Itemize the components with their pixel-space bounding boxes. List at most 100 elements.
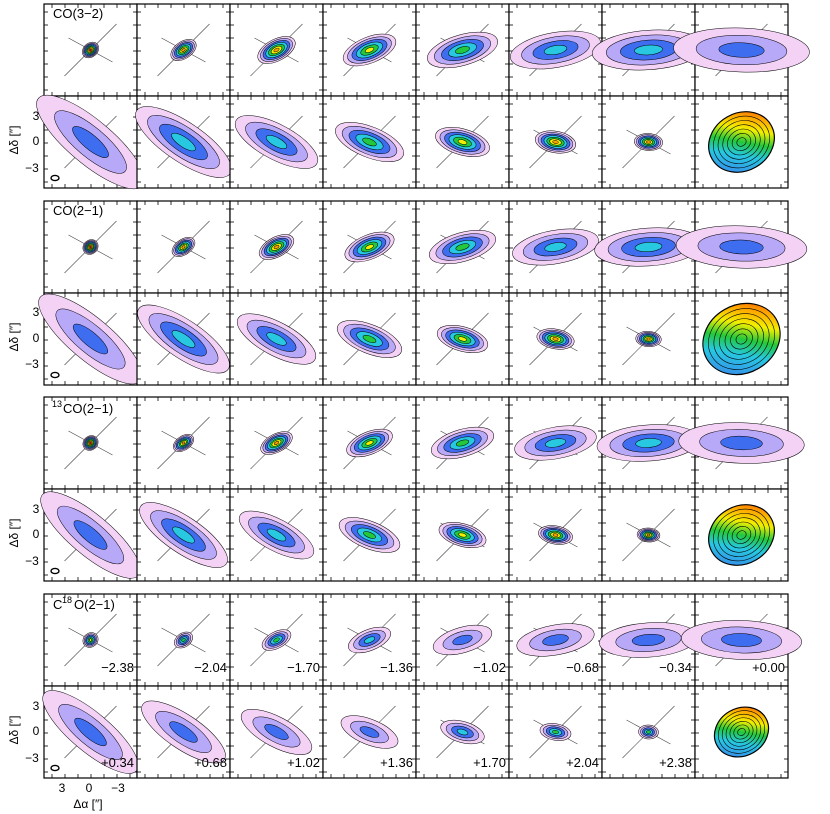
emission-contour: [72, 126, 109, 158]
line-label-c18o21: C 18 O(2−1): [53, 595, 115, 612]
velocity-labels: −2.38 −2.04 −1.70 −1.36 −1.02 −0.68 −0.3…: [101, 660, 785, 770]
channel-panel: [229, 488, 324, 582]
moment-contour: [713, 313, 770, 365]
channel-panel: [136, 685, 231, 779]
channel-panel: [694, 488, 789, 582]
emission-contour: [646, 140, 651, 144]
emission-contour: [552, 533, 559, 537]
moment-contour: [736, 137, 747, 147]
y-axis-block3: Δδ [″] 3 0 −3: [7, 502, 40, 568]
moment-contour: [718, 710, 765, 754]
channel-panel: [322, 396, 417, 490]
emission-contour: [552, 140, 559, 144]
velocity-label: +0.00: [752, 660, 785, 675]
svg-text:0: 0: [33, 724, 40, 738]
channel-panel: [229, 200, 324, 294]
svg-text:−3: −3: [111, 781, 125, 795]
moment-contour: [717, 513, 766, 557]
channel-panel: [43, 396, 138, 490]
channel-panel: [415, 593, 510, 687]
velocity-moment-map: [708, 504, 775, 566]
moment-contour: [727, 128, 756, 156]
moment-contour: [733, 724, 750, 740]
channel-panel: [601, 685, 696, 779]
emission-contour: [634, 241, 663, 253]
channel-panel: [415, 292, 510, 386]
channel-panel: [415, 3, 510, 97]
channel-panel: [322, 292, 417, 386]
emission-contour: [542, 634, 569, 646]
moment-contour: [737, 728, 746, 736]
velocity-label: −0.68: [566, 660, 599, 675]
emission-contour: [552, 337, 559, 341]
svg-text:3: 3: [59, 781, 66, 795]
velocity-label: +2.04: [566, 755, 599, 770]
emission-contour: [181, 441, 186, 445]
velocity-label: +1.70: [473, 755, 506, 770]
channel-panel: [38, 292, 143, 386]
channel-panel: [599, 593, 698, 687]
emission-contour: [264, 724, 289, 740]
emission-contour: [458, 532, 467, 538]
emission-contour: [455, 243, 470, 251]
channel-panel: [508, 685, 603, 779]
svg-text:Δδ [″]: Δδ [″]: [7, 716, 21, 745]
moment-contour: [731, 133, 752, 151]
emission-contour: [181, 638, 186, 642]
channel-panel: [601, 292, 696, 386]
emission-contour: [266, 528, 287, 542]
svg-text:13: 13: [52, 399, 62, 409]
moment-contour: [713, 115, 770, 169]
velocity-label: −1.02: [473, 660, 506, 675]
channel-panel: [694, 95, 789, 189]
channel-panel: [678, 396, 805, 490]
emission-contour: [455, 46, 470, 54]
emission-contour: [72, 323, 109, 355]
velocity-label: +0.34: [101, 755, 134, 770]
emission-contour: [273, 637, 280, 643]
svg-text:18: 18: [62, 595, 72, 605]
channel-panel: [508, 396, 603, 490]
channel-panel: [229, 3, 324, 97]
channel-panel: [43, 3, 138, 97]
moment-contour: [724, 323, 759, 355]
emission-contour: [646, 730, 651, 734]
channel-panel: [229, 95, 324, 189]
svg-text:Δα [″]: Δα [″]: [73, 797, 102, 811]
emission-contour: [363, 636, 376, 644]
emission-contour: [646, 533, 651, 537]
emission-contour: [172, 526, 195, 544]
emission-contour: [365, 244, 374, 250]
x-axis: 3 0 −3 Δα [″]: [59, 781, 126, 811]
emission-contour: [88, 638, 93, 642]
emission-contour: [363, 531, 376, 539]
moment-contour: [731, 526, 752, 544]
channel-panel: [136, 200, 231, 294]
svg-text:−3: −3: [25, 357, 39, 371]
emission-contour: [543, 44, 568, 56]
emission-contour: [631, 633, 666, 647]
moment-contour: [736, 530, 747, 540]
svg-text:0: 0: [33, 331, 40, 345]
velocity-moment-map: [713, 706, 770, 758]
channel-panel: [322, 593, 417, 687]
channel-panel: [40, 488, 141, 582]
moment-contour: [708, 308, 775, 370]
channel-panel: [322, 685, 417, 779]
channel-panel: [229, 292, 324, 386]
svg-text:0: 0: [33, 527, 40, 541]
beam-ellipse: [50, 174, 60, 182]
channel-panel: [136, 396, 231, 490]
moment-contour: [713, 508, 770, 562]
channel-panel: [322, 200, 417, 294]
emission-contour: [73, 520, 108, 550]
velocity-moment-map: [702, 302, 781, 376]
emission-contour: [89, 245, 92, 249]
emission-contour: [635, 438, 662, 448]
beam-ellipse: [50, 371, 60, 379]
svg-text:3: 3: [33, 502, 40, 516]
emission-contour: [181, 245, 186, 249]
svg-text:Δδ [″]: Δδ [″]: [7, 519, 21, 548]
channel-panel: [415, 95, 510, 189]
